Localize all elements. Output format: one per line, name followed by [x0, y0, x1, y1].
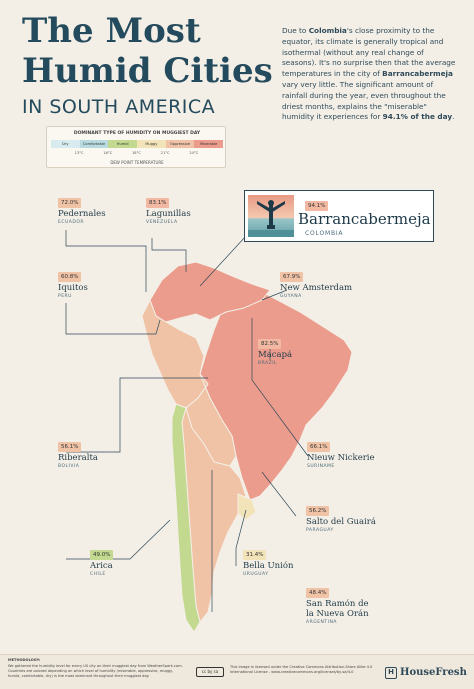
- title-line-2: Humid Cities: [22, 51, 273, 91]
- city-name: Lagunillas: [146, 209, 191, 219]
- city-pct-badge: 60.8%: [58, 272, 82, 282]
- highlight-photo: [248, 195, 294, 237]
- housefresh-logo: HouseFresh: [400, 667, 467, 678]
- intro-text: 's close proximity to the equator, its c…: [282, 26, 456, 79]
- city-country: PERU: [58, 294, 72, 299]
- creative-commons-icon: cc by sa: [196, 667, 224, 677]
- intro-paragraph: Due to Colombia's close proximity to the…: [282, 26, 458, 123]
- city-name: San Ramón de: [306, 599, 369, 609]
- city-name: Nieuw Nickerie: [307, 453, 375, 463]
- map-region-uruguay: [237, 493, 257, 521]
- city-country: BRAZIL: [258, 361, 278, 366]
- city-pct-badge: 56.1%: [58, 442, 82, 452]
- city-name: Iquitos: [58, 283, 88, 293]
- intro-text: Due to: [282, 26, 309, 35]
- intro-text: vary very little. The significant amount…: [282, 79, 446, 122]
- city-country: PARAGUAY: [306, 528, 334, 533]
- title-line-1: The Most: [22, 11, 201, 51]
- intro-pct: 94.1% of the day: [382, 112, 453, 122]
- city-pct-badge: 72.0%: [58, 198, 82, 208]
- city-country: ARGENTINA: [306, 620, 337, 625]
- leader-lines: [65, 230, 309, 612]
- city-pct-badge: 56.2%: [306, 506, 330, 516]
- highlight-pct-badge: 94.1%: [305, 201, 329, 211]
- city-name: New Amsterdam: [280, 283, 353, 293]
- city-pct-badge: 48.4%: [306, 588, 330, 598]
- legend-swatch: Dry: [51, 140, 80, 148]
- map-region-chile: [171, 403, 201, 633]
- housefresh-logo-icon: H: [385, 667, 397, 679]
- city-name: Salto del Guairá: [306, 517, 376, 527]
- title-line-3: IN SOUTH AMERICA: [22, 96, 216, 118]
- city-name: Macapá: [258, 350, 293, 360]
- legend-ticks: 13°C 16°C 18°C 21°C 24°C: [51, 151, 223, 157]
- intro-text: .: [452, 112, 455, 122]
- legend-swatch: Muggy: [137, 140, 166, 148]
- city-name: Arica: [90, 561, 113, 571]
- legend-swatch: Oppressive: [165, 140, 195, 148]
- city-pct-badge: 82.5%: [258, 339, 282, 349]
- city-pct-badge: 66.1%: [307, 442, 331, 452]
- legend-tick: 24°C: [189, 151, 199, 155]
- city-country: VENEZUELA: [146, 220, 178, 225]
- city-country: URUGUAY: [243, 572, 269, 577]
- legend-bar: Dry Comfortable Humid Muggy Oppressive Misera…: [51, 140, 224, 148]
- city-name: Pedernales: [58, 209, 106, 219]
- footer: METHODOLOGY: We gathered the humidity le…: [0, 654, 474, 689]
- city-country: GUYANA: [280, 294, 302, 299]
- city-country: BOLIVIA: [58, 464, 80, 469]
- city-country: CHILE: [90, 572, 106, 577]
- license-text: This image is licensed under the Creativ…: [230, 665, 373, 674]
- intro-city: Barrancabermeja: [382, 69, 453, 79]
- legend-subtitle: DEW POINT TEMPERATURE: [110, 160, 164, 165]
- legend-swatch: Humid: [108, 140, 138, 148]
- city-name: Bella Unión: [243, 561, 294, 571]
- city-country: ECUADOR: [58, 220, 84, 225]
- methodology-text: We gathered the humidity level for every…: [8, 664, 183, 678]
- humidity-legend: DOMINANT TYPE OF HUMIDITY ON MUGGIEST DA…: [46, 126, 226, 168]
- city-country: SURINAME: [307, 464, 335, 469]
- city-pct-badge: 31.4%: [243, 550, 267, 560]
- city-name-line-2: la Nueva Orán: [306, 609, 369, 619]
- legend-tick: 13°C: [74, 151, 84, 155]
- statue-icon: [248, 200, 294, 237]
- legend-swatch: Miserable: [194, 140, 224, 148]
- legend-tick: 16°C: [103, 151, 113, 155]
- legend-title: DOMINANT TYPE OF HUMIDITY ON MUGGIEST DA…: [73, 131, 201, 136]
- highlight-country: COLOMBIA: [305, 230, 344, 237]
- city-pct-badge: 49.0%: [90, 550, 114, 560]
- legend-swatch: Comfortable: [79, 140, 109, 148]
- legend-tick: 21°C: [160, 151, 170, 155]
- highlight-city: Barrancabermeja: [298, 210, 431, 228]
- methodology-heading: METHODOLOGY:: [8, 658, 41, 662]
- legend-tick: 18°C: [132, 151, 141, 155]
- city-pct-badge: 67.9%: [280, 272, 304, 282]
- city-pct-badge: 83.1%: [146, 198, 170, 208]
- intro-country: Colombia: [308, 26, 347, 35]
- city-name: Riberalta: [58, 453, 98, 463]
